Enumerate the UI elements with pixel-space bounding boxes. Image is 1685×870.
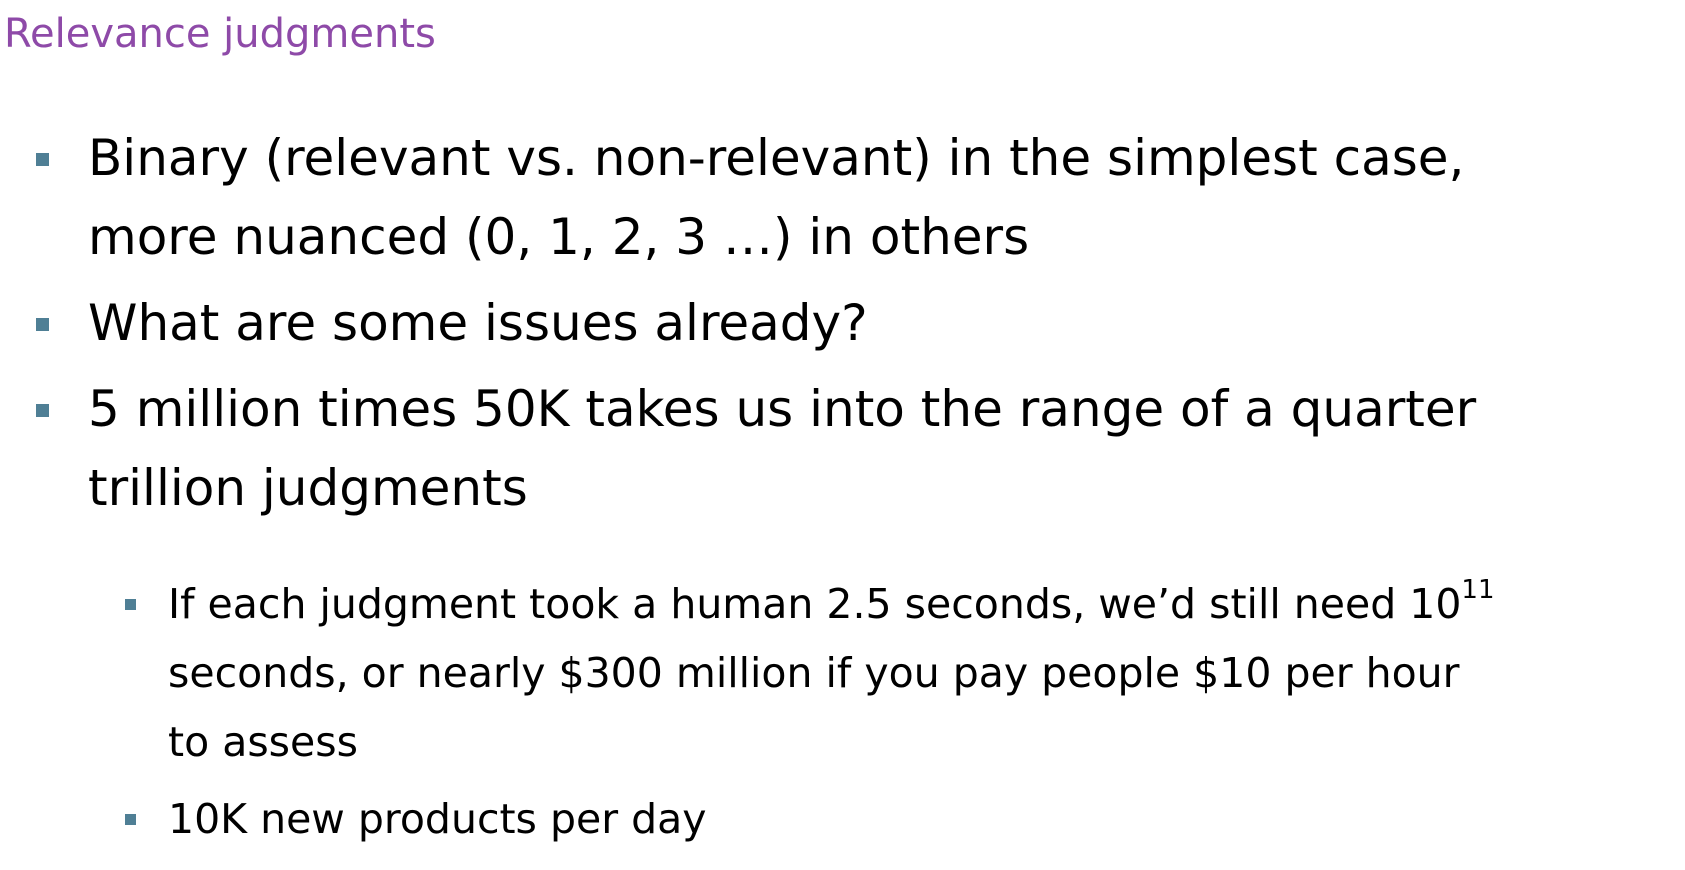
sub-bullet-item-cost: If each judgment took a human 2.5 second… (125, 570, 1668, 777)
bullet-text-line: more nuanced (0, 1, 2, 3 …) in others (88, 208, 1030, 266)
sub-bullet-item-new-products: 10K new products per day (125, 785, 1668, 854)
bullet-text-line: What are some issues already? (88, 294, 868, 352)
sub-bullet-text-line: seconds, or nearly $300 million if you p… (168, 649, 1460, 697)
slide-title: Relevance judgments (4, 11, 436, 57)
bullet-text-line: Binary (relevant vs. non-relevant) in th… (88, 129, 1465, 187)
bullet-text-line: trillion judgments (88, 459, 528, 517)
square-bullet-icon (36, 318, 49, 331)
bullet-text-line: 5 million times 50K takes us into the ra… (88, 380, 1477, 438)
sub-bullet-text-line: 10K new products per day (168, 795, 707, 843)
square-bullet-icon (125, 814, 136, 825)
exponent: 11 (1461, 575, 1495, 605)
bullet-item-issues: What are some issues already? (36, 284, 1648, 363)
sub-bullet-text-line: If each judgment took a human 2.5 second… (168, 570, 1668, 639)
bullet-item-binary: Binary (relevant vs. non-relevant) in th… (36, 119, 1648, 277)
bullet-item-scale: 5 million times 50K takes us into the ra… (36, 370, 1648, 528)
sub-bullet-text-line: to assess (168, 718, 358, 766)
square-bullet-icon (36, 153, 49, 166)
sub-bullet-text: If each judgment took a human 2.5 second… (168, 580, 1462, 628)
square-bullet-icon (125, 599, 136, 610)
square-bullet-icon (36, 404, 49, 417)
